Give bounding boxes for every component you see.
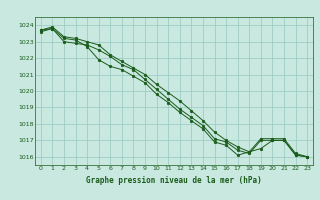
X-axis label: Graphe pression niveau de la mer (hPa): Graphe pression niveau de la mer (hPa) xyxy=(86,176,262,185)
